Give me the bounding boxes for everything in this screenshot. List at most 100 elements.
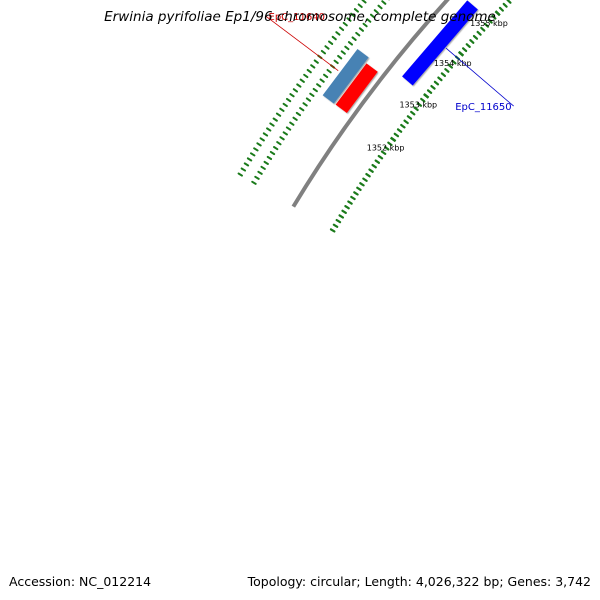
track-dot [353, 191, 359, 196]
track-dot [437, 76, 443, 82]
track-dot [440, 72, 447, 78]
gene-label-leader [265, 15, 339, 72]
track-dot [329, 228, 336, 233]
track-dot [257, 170, 263, 175]
track-dot [365, 172, 371, 178]
track-dot [462, 47, 468, 53]
track-dot [275, 112, 282, 117]
track-dot [373, 9, 379, 14]
gene-bar-unlabeled-1[interactable] [335, 63, 378, 113]
track-dot [292, 88, 299, 93]
track-dot [366, 18, 372, 23]
track-dot [259, 137, 265, 142]
track-dot [341, 209, 347, 214]
track-dot [476, 30, 482, 36]
track-dot [350, 195, 356, 201]
track-dot [276, 141, 282, 146]
track-dot [320, 49, 327, 55]
track-dot [406, 115, 413, 120]
track-dot [487, 18, 493, 24]
track-dot [331, 35, 337, 41]
accession-text: Accession: NC_012214 [9, 574, 152, 589]
track-dot [451, 59, 457, 65]
track-dot [253, 147, 259, 152]
track-dot [502, 2, 508, 8]
track-dot [377, 154, 384, 160]
track-dot [269, 150, 276, 156]
track-dot [335, 31, 341, 36]
track-dot [292, 116, 298, 121]
track-dot [289, 121, 295, 126]
chromosome-backbone [291, 0, 450, 208]
track-dot [362, 177, 368, 182]
track-dot [380, 150, 387, 155]
track-dot [299, 107, 305, 112]
gene-label-EpC_11640[interactable]: EpC_11640 [269, 12, 325, 23]
track-dot [393, 132, 400, 138]
track-dot [416, 102, 423, 107]
track-dot [324, 45, 330, 50]
gene-labels: EpC_11650EpC_11640EpC_11660EpC_11670EpC_… [265, 12, 514, 113]
track-dot [344, 205, 350, 210]
track-dot [326, 68, 332, 74]
track-dot [295, 111, 302, 117]
axis-tick [423, 93, 430, 99]
track-dot [246, 157, 253, 162]
track-dot [328, 40, 334, 45]
track-dot [371, 163, 377, 169]
track-dot [312, 87, 318, 93]
track-dot [285, 126, 292, 131]
track-dot [250, 152, 256, 157]
track-dot [357, 3, 363, 9]
map-title: Erwinia pyrifoliae Ep1/96 chromosome, co… [104, 9, 496, 25]
track-dot [266, 155, 273, 161]
track-dot [358, 27, 364, 32]
genome-summary-text: Topology: circular; Length: 4,026,322 bp… [247, 574, 591, 589]
backbone-arc [291, 0, 450, 208]
gene-bar-EpC_11640[interactable] [322, 48, 369, 104]
track-dot [272, 117, 278, 122]
track-dot [359, 182, 365, 187]
axis-tick [389, 136, 397, 143]
track-dot [332, 223, 339, 228]
axis-tick-label: 1353 kbp [399, 101, 437, 110]
track-dot [243, 162, 250, 167]
track-dot [273, 146, 279, 151]
axis-tick-label: 1354 kbp [434, 59, 472, 68]
axis-tick-label: 1355 kbp [470, 19, 508, 28]
track-dot [285, 97, 292, 103]
track-dot [465, 43, 471, 48]
track-dot [237, 172, 243, 177]
track-dot [340, 50, 346, 55]
gene-bar-EpC_11650[interactable] [402, 0, 478, 86]
track-dot [346, 17, 352, 22]
track-dot [498, 6, 504, 12]
axis-tick-label: 1352 kbp [367, 144, 405, 153]
track-dot [299, 78, 305, 83]
track-dot [279, 136, 285, 141]
track-dot [282, 131, 288, 136]
track-dot [240, 167, 247, 172]
track-dot [323, 73, 329, 79]
track-dot [381, 0, 387, 5]
track-dot [338, 26, 345, 32]
track-dot [289, 93, 295, 98]
track-dot [351, 36, 357, 41]
track-dot [306, 68, 312, 74]
track-dot [353, 8, 359, 13]
track-dot [266, 127, 272, 132]
track-dot [335, 218, 342, 224]
track-dot [302, 102, 308, 107]
track-dot [263, 160, 269, 165]
track-dot [342, 21, 348, 27]
track-dot [396, 128, 403, 133]
gene-label-EpC_11650[interactable]: EpC_11650 [455, 102, 511, 113]
track-dot [430, 84, 436, 90]
track-dot [483, 22, 490, 28]
track-dot [254, 175, 260, 180]
track-dot [447, 63, 454, 69]
track-dot [377, 4, 383, 10]
track-dot [506, 0, 512, 4]
